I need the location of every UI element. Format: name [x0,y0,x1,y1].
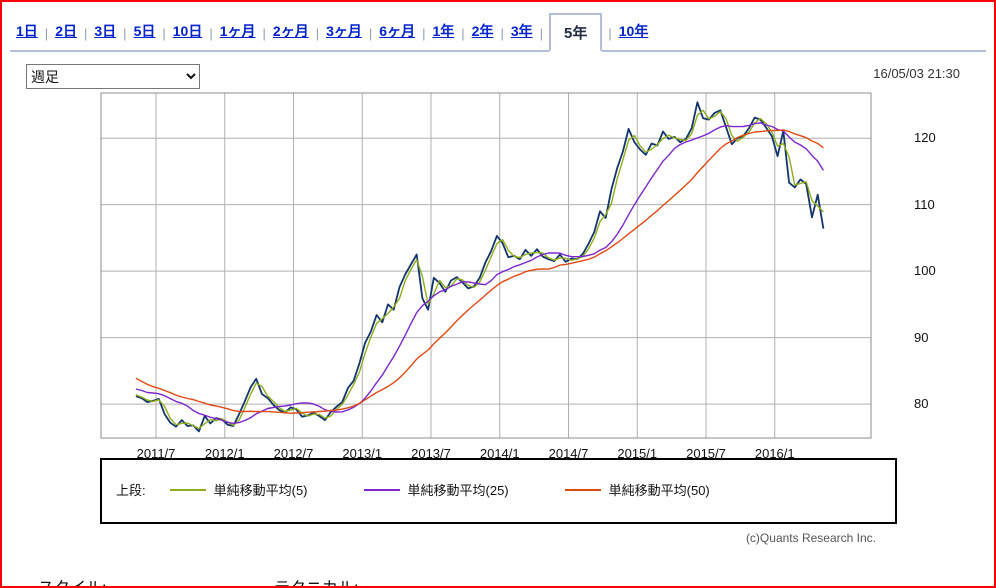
x-axis-label: 2014/1 [479,446,520,461]
tab-separator: | [608,26,612,41]
tab-separator: | [315,26,320,41]
period-tab-6ヶ月[interactable]: 6ヶ月 [379,23,416,39]
price-chart: 2011/7 2012/1 2012/7 2013/1 2013/7 2014/1 2014… [100,92,988,464]
period-tab-10年[interactable]: 10年 [618,23,649,39]
period-tab-3ヶ月[interactable]: 3ヶ月 [326,23,362,39]
period-tab-3日[interactable]: 3日 [94,23,117,39]
legend-label: 単純移動平均(5) [213,483,308,498]
chart-canvas [100,92,872,439]
chart-type-select[interactable]: 週足 [26,64,200,89]
tab-separator: | [44,26,49,41]
tab-separator: | [461,26,465,41]
tab-separator: | [368,26,373,41]
x-axis-label: 2012/1 [204,446,245,461]
tab-separator: | [500,26,504,41]
legend-swatch-sma5 [169,488,206,491]
legend-prefix: 上段: [116,483,146,498]
y-axis-label: 110 [914,196,935,212]
tab-separator: | [162,26,166,41]
style-label: スタイル: [38,574,106,586]
period-tab-3年[interactable]: 3年 [510,23,533,39]
tab-separator: | [123,26,127,41]
period-tab-5日[interactable]: 5日 [133,23,156,39]
period-tab-1日[interactable]: 1日 [16,23,38,39]
x-axis-label: 2015/1 [617,446,658,461]
sma-line-5 [135,109,824,430]
legend-label: 単純移動平均(25) [407,483,509,498]
tab-separator: | [262,26,266,41]
y-axis-label: 90 [914,329,929,345]
x-axis-label: 2011/7 [136,446,176,461]
period-tab-2年[interactable]: 2年 [471,23,494,39]
x-axis-label: 2016/1 [754,446,795,461]
legend-swatch-sma50 [564,488,601,491]
y-axis-label: 100 [914,263,936,279]
timestamp: 16/05/03 21:30 [873,66,960,81]
x-axis-label: 2015/7 [686,446,726,461]
legend-label: 単純移動平均(50) [608,483,710,498]
x-axis-label: 2013/1 [342,446,383,461]
tab-separator: | [83,26,88,41]
sma-line-25 [135,122,824,424]
y-axis-label: 120 [914,130,936,146]
sma-line-50 [135,129,824,414]
price-line [135,101,825,433]
y-axis-label: 80 [914,396,929,412]
tab-separator: | [539,26,544,41]
period-tab-2ヶ月[interactable]: 2ヶ月 [272,23,309,39]
period-tab-10日[interactable]: 10日 [172,23,203,39]
x-axis-label: 2013/7 [411,446,451,461]
legend-box: 上段: 単純移動平均(5) 単純移動平均(25) 単純移動平均(50) [100,458,897,524]
copyright-text: (c)Quants Research Inc. [745,531,876,545]
plot-border [100,92,872,439]
x-axis-label: 2012/7 [273,446,314,461]
tab-separator: | [209,26,213,41]
legend-row: 上段: 単純移動平均(5) 単純移動平均(25) 単純移動平均(50) [102,460,895,499]
period-tab-5年[interactable]: 5年 [549,13,603,52]
legend-swatch-sma25 [363,488,400,491]
x-axis-label: 2014/7 [548,446,589,461]
period-tab-bar: 1日 | 2日 | 3日 | 5日 | 10日 | 1ヶ月 | 2ヶ月 | 3ヶ月 | 6ヶ月 | 1年 | 2年 | 3年… [10,13,986,52]
technical-label: テクニカル: [274,574,358,586]
period-tab-2日[interactable]: 2日 [55,23,77,39]
tab-separator: | [422,26,426,41]
period-tab-1ヶ月[interactable]: 1ヶ月 [219,23,256,39]
period-tab-1年[interactable]: 1年 [432,23,455,39]
